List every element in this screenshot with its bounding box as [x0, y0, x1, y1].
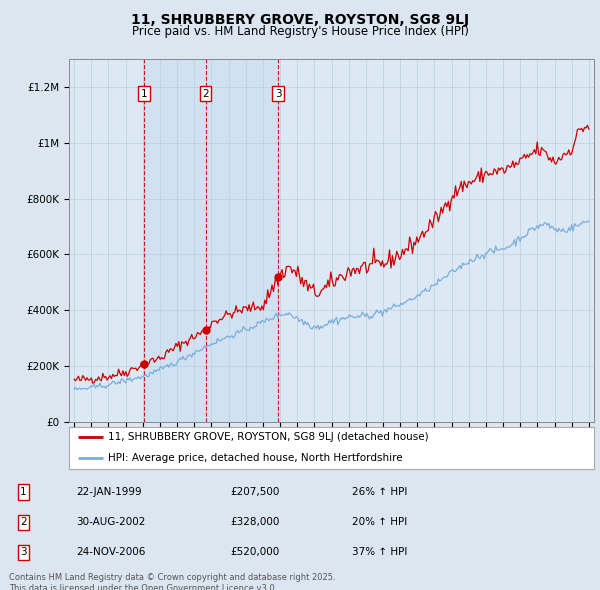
Text: HPI: Average price, detached house, North Hertfordshire: HPI: Average price, detached house, Nort…	[109, 454, 403, 463]
Text: 20% ↑ HPI: 20% ↑ HPI	[352, 517, 407, 527]
Text: 2: 2	[202, 89, 209, 99]
Text: 11, SHRUBBERY GROVE, ROYSTON, SG8 9LJ (detached house): 11, SHRUBBERY GROVE, ROYSTON, SG8 9LJ (d…	[109, 432, 429, 442]
Text: 3: 3	[20, 548, 27, 558]
Text: £328,000: £328,000	[230, 517, 280, 527]
Text: 26% ↑ HPI: 26% ↑ HPI	[352, 487, 408, 497]
Text: £520,000: £520,000	[230, 548, 280, 558]
Text: £207,500: £207,500	[230, 487, 280, 497]
Text: 37% ↑ HPI: 37% ↑ HPI	[352, 548, 408, 558]
Bar	[144, 59, 278, 422]
Text: 2: 2	[20, 517, 27, 527]
Text: 1: 1	[20, 487, 27, 497]
Text: 30-AUG-2002: 30-AUG-2002	[76, 517, 145, 527]
Text: 11, SHRUBBERY GROVE, ROYSTON, SG8 9LJ: 11, SHRUBBERY GROVE, ROYSTON, SG8 9LJ	[131, 13, 469, 27]
Text: 24-NOV-2006: 24-NOV-2006	[76, 548, 145, 558]
Text: 3: 3	[275, 89, 281, 99]
Text: 22-JAN-1999: 22-JAN-1999	[76, 487, 142, 497]
Text: Contains HM Land Registry data © Crown copyright and database right 2025.
This d: Contains HM Land Registry data © Crown c…	[9, 573, 335, 590]
Text: 1: 1	[140, 89, 147, 99]
Text: Price paid vs. HM Land Registry's House Price Index (HPI): Price paid vs. HM Land Registry's House …	[131, 25, 469, 38]
